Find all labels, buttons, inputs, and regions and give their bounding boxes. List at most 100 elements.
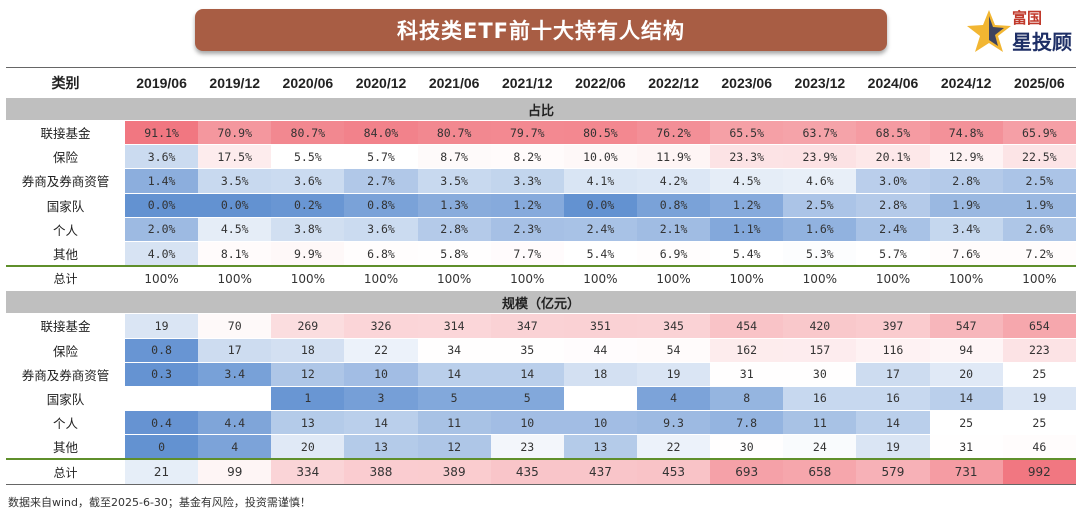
- table-cell: 992: [1002, 458, 1076, 485]
- header-period: 2025/06: [1002, 67, 1076, 98]
- table-cell: 14: [856, 410, 930, 436]
- table-cell: 658: [783, 458, 857, 485]
- table-cell: 1.4%: [125, 168, 199, 194]
- table-cell: 35: [490, 338, 564, 363]
- table-cell: 91.1%: [125, 120, 199, 146]
- title-banner: 科技类ETF前十大持有人结构: [195, 9, 887, 51]
- table-cell: 8.1%: [198, 241, 272, 267]
- table-cell: 94: [929, 338, 1003, 363]
- holder-structure-table: 类别 2019/06 2019/12 2020/06 2020/12 2021/06 20…: [6, 67, 1076, 485]
- table-cell: 397: [856, 313, 930, 339]
- table-cell: 5.3%: [783, 241, 857, 267]
- table-cell: 3.8%: [271, 217, 345, 242]
- table-cell: 65.9%: [1002, 120, 1076, 146]
- table-cell: 4.0%: [125, 241, 199, 267]
- table-cell: 1.1%: [710, 217, 784, 242]
- table-cell: 2.8%: [856, 193, 930, 218]
- table-cell: 435: [490, 458, 564, 485]
- table-cell: 2.7%: [344, 168, 418, 194]
- table-cell: 4.6%: [783, 168, 857, 194]
- table-row: 保险 0.8 17 18 22 34 35 44 54 162 157 116 94 223: [6, 338, 1076, 363]
- table-cell: 4: [198, 434, 272, 460]
- table-cell: 12: [271, 362, 345, 387]
- table-cell: 4.4: [198, 410, 272, 436]
- table-cell: 5.7%: [344, 144, 418, 170]
- table-cell: 20: [929, 362, 1003, 387]
- header-period: 2022/06: [563, 67, 637, 98]
- footnote: 数据来自wind，截至2025-6-30；基金有风险，投资需谨慎！: [8, 496, 311, 509]
- table-row: 国家队 1 3 5 5 4 8 16 16 14 19: [6, 386, 1076, 412]
- table-cell: 2.1%: [636, 217, 711, 242]
- table-cell: 70: [198, 313, 272, 339]
- table-cell: 1.2%: [710, 193, 784, 218]
- row-label: 保险: [6, 144, 125, 170]
- table-cell: 157: [783, 338, 857, 363]
- section-title: 占比: [6, 98, 1076, 121]
- table-cell: 23: [490, 434, 564, 460]
- total-row: 总计 100% 100% 100% 100% 100% 100% 100% 100% 100% 10…: [6, 265, 1076, 292]
- header-period: 2019/06: [125, 67, 199, 98]
- table-cell: 100%: [856, 265, 930, 292]
- table-cell: 4: [636, 386, 711, 412]
- table-cell: 314: [417, 313, 491, 339]
- table-cell: 1.9%: [929, 193, 1003, 218]
- table-cell: 25: [1002, 362, 1076, 387]
- table-cell: 547: [929, 313, 1003, 339]
- table-cell: 269: [271, 313, 345, 339]
- header-period: 2021/12: [490, 67, 564, 98]
- table-cell: 345: [636, 313, 711, 339]
- table-cell: 0.8%: [636, 193, 711, 218]
- table-cell: 100%: [563, 265, 637, 292]
- table-cell: 9.3: [636, 410, 711, 436]
- table-cell: 84.0%: [344, 120, 418, 146]
- table-cell: 12.9%: [929, 144, 1003, 170]
- table-cell: 388: [344, 458, 418, 485]
- table-cell: 3.0%: [856, 168, 930, 194]
- table-cell: 99: [198, 458, 272, 485]
- table-cell: 74.8%: [929, 120, 1003, 146]
- table-row: 联接基金 91.1% 70.9% 80.7% 84.0% 80.7% 79.7% 80.5% 7…: [6, 120, 1076, 146]
- table-cell: 351: [563, 313, 637, 339]
- row-label: 券商及券商资管: [6, 362, 125, 387]
- table-cell: 326: [344, 313, 418, 339]
- table-cell: 5: [417, 386, 491, 412]
- table-cell: 13: [563, 434, 637, 460]
- table-cell: 693: [710, 458, 784, 485]
- table-cell: 6.9%: [636, 241, 711, 267]
- table-cell: 7.6%: [929, 241, 1003, 267]
- table-cell: 19: [856, 434, 930, 460]
- header-period: 2020/06: [271, 67, 345, 98]
- table-cell: 3.4%: [929, 217, 1003, 242]
- table-cell: 731: [929, 458, 1003, 485]
- table-cell: 16: [783, 386, 857, 412]
- table-cell: 1.6%: [783, 217, 857, 242]
- table-cell: 14: [417, 362, 491, 387]
- table-cell: 13: [344, 434, 418, 460]
- table-cell: 1: [271, 386, 345, 412]
- header-period: 2020/12: [344, 67, 418, 98]
- table-cell: 7.2%: [1002, 241, 1076, 267]
- table-cell: 17: [856, 362, 930, 387]
- row-label: 联接基金: [6, 313, 125, 339]
- row-label: 联接基金: [6, 120, 125, 146]
- table-cell: 10: [344, 362, 418, 387]
- table-cell: 5.4%: [563, 241, 637, 267]
- table-cell: 100%: [783, 265, 857, 292]
- table-cell: 31: [929, 434, 1003, 460]
- row-label: 总计: [6, 458, 125, 485]
- table-cell: 25: [929, 410, 1003, 436]
- table-cell: 2.4%: [856, 217, 930, 242]
- table-cell: 2.8%: [929, 168, 1003, 194]
- table-cell: 579: [856, 458, 930, 485]
- table-row: 其他 4.0% 8.1% 9.9% 6.8% 5.8% 7.7% 5.4% 6.9% 5.4% 5.…: [6, 241, 1076, 267]
- table-cell: 7.8: [710, 410, 784, 436]
- table-cell: 0.2%: [271, 193, 345, 218]
- table-cell: 22: [636, 434, 711, 460]
- table-body: 占比 联接基金 91.1% 70.9% 80.7% 84.0% 80.7% 79.7% 80.5…: [6, 98, 1076, 485]
- table-cell: 5.4%: [710, 241, 784, 267]
- table-cell: 100%: [710, 265, 784, 292]
- table-cell: 420: [783, 313, 857, 339]
- table-cell: 23.3%: [710, 144, 784, 170]
- table-cell: 3: [344, 386, 418, 412]
- table-cell: 8: [710, 386, 784, 412]
